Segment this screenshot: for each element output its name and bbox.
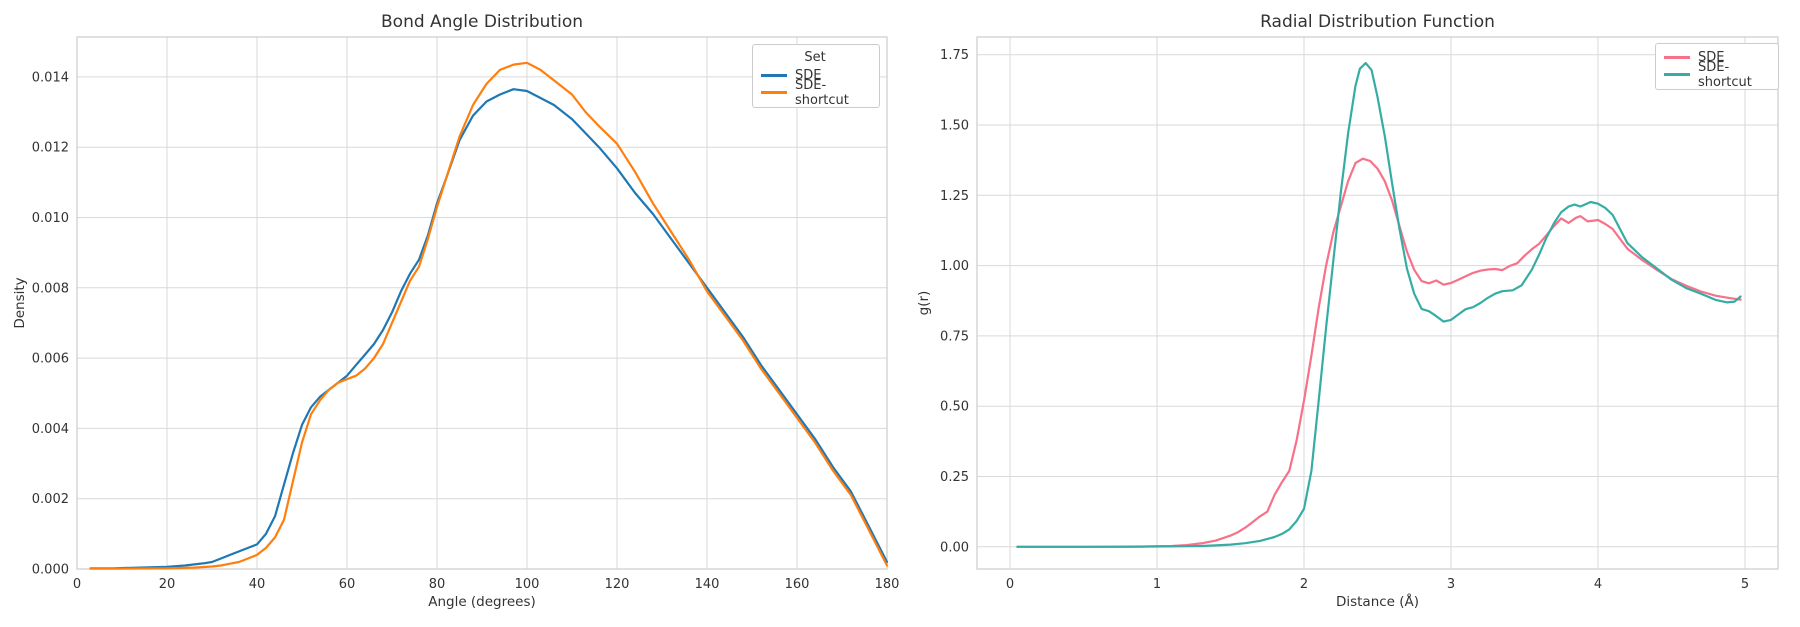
right-chart-title: Radial Distribution Function xyxy=(1260,12,1495,32)
y-tick-label: 1.75 xyxy=(940,48,969,63)
x-tick-label: 0 xyxy=(73,577,81,592)
x-tick-label: 120 xyxy=(605,577,630,592)
sde-line xyxy=(1016,157,1742,548)
y-tick-label: 0.010 xyxy=(32,211,69,226)
legend-title: Set xyxy=(804,50,826,65)
left-chart-xlabel: Angle (degrees) xyxy=(428,594,536,610)
x-tick-label: 4 xyxy=(1594,577,1602,592)
x-tick-label: 160 xyxy=(785,577,810,592)
y-tick-label: 0.000 xyxy=(32,563,69,578)
y-tick-label: 0.00 xyxy=(940,540,969,555)
plot-border xyxy=(976,36,1779,570)
y-tick-label: 1.50 xyxy=(940,118,969,133)
legend-item-label: SDE-shortcut xyxy=(1698,59,1752,90)
legend-item-sde-shortcut: SDE-shortcut xyxy=(1664,60,1768,90)
sde-line-swatch xyxy=(761,74,787,77)
y-tick-label: 0.002 xyxy=(32,492,69,507)
x-tick-label: 60 xyxy=(339,577,356,592)
sde-shortcut-line xyxy=(89,61,889,570)
y-tick-label: 0.50 xyxy=(940,400,969,415)
legend-item-sde-shortcut: SDE-shortcut xyxy=(761,78,869,108)
x-tick-label: 180 xyxy=(875,577,900,592)
right-chart-legend: SDE SDE-shortcut xyxy=(1655,43,1779,90)
sde-shortcut-line-swatch xyxy=(761,91,787,94)
y-tick-label: 1.00 xyxy=(940,259,969,274)
y-tick-label: 0.75 xyxy=(940,329,969,344)
right-chart-ylabel: g(r) xyxy=(916,290,932,316)
legend-item-sde: SDE xyxy=(761,67,869,84)
x-tick-label: 80 xyxy=(429,577,446,592)
x-tick-label: 100 xyxy=(515,577,540,592)
left-chart-ylabel: Density xyxy=(12,277,28,329)
y-tick-label: 0.006 xyxy=(32,352,69,367)
y-tick-label: 1.25 xyxy=(940,189,969,204)
y-tick-label: 0.25 xyxy=(940,470,969,485)
x-tick-label: 3 xyxy=(1447,577,1455,592)
x-tick-label: 0 xyxy=(1006,577,1014,592)
legend-item-label: SDE xyxy=(1698,50,1725,65)
x-tick-label: 2 xyxy=(1300,577,1308,592)
y-tick-label: 0.014 xyxy=(32,70,69,85)
legend-item-label: SDE-shortcut xyxy=(795,77,849,108)
plot-border xyxy=(76,36,888,570)
sde-line xyxy=(89,88,889,570)
sde-shortcut-line-swatch xyxy=(1664,73,1690,76)
right-chart-xlabel: Distance (Å) xyxy=(1335,594,1420,610)
x-tick-label: 140 xyxy=(695,577,720,592)
sde-line-swatch xyxy=(1664,56,1690,59)
left-chart-legend: Set SDE SDE-shortcut xyxy=(752,44,880,108)
x-tick-label: 5 xyxy=(1741,577,1749,592)
y-tick-label: 0.012 xyxy=(32,141,69,156)
y-tick-label: 0.004 xyxy=(32,422,69,437)
x-tick-label: 1 xyxy=(1153,577,1161,592)
legend-item-sde: SDE xyxy=(1664,49,1768,66)
y-tick-label: 0.008 xyxy=(32,281,69,296)
legend-item-label: SDE xyxy=(795,68,822,83)
x-tick-label: 20 xyxy=(159,577,176,592)
left-chart-title: Bond Angle Distribution xyxy=(381,12,583,32)
sde-shortcut-line xyxy=(1016,61,1742,548)
x-tick-label: 40 xyxy=(249,577,266,592)
